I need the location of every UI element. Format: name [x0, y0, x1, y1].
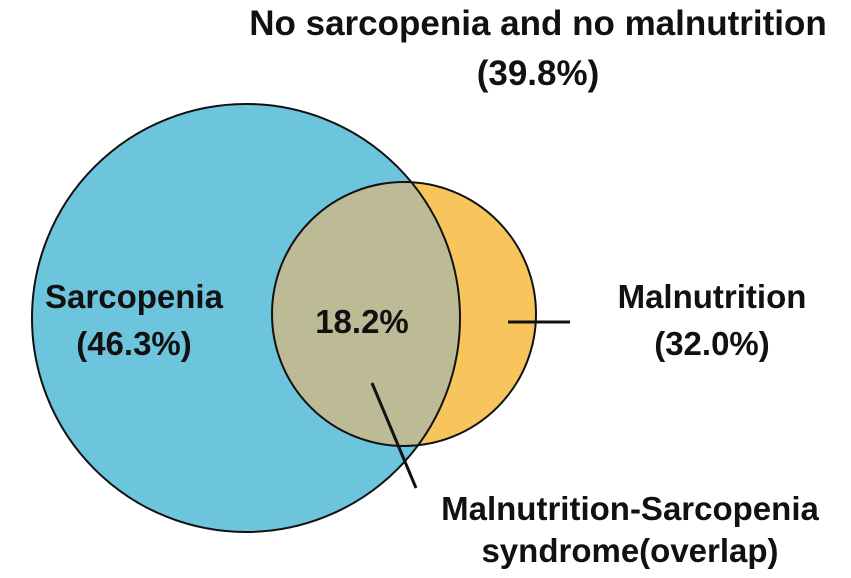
- overlap-percent: 18.2%: [315, 303, 409, 340]
- malnutrition-outline: [271, 181, 537, 447]
- malnutrition-percent: (32.0%): [654, 325, 770, 362]
- title-line-1: No sarcopenia and no malnutrition: [249, 4, 827, 43]
- overlap-callout-line-1: Malnutrition-Sarcopenia: [441, 490, 819, 527]
- sarcopenia-outline: [31, 103, 461, 533]
- overlap-leader-line: [370, 382, 418, 489]
- overlap-callout-line-2: syndrome(overlap): [481, 532, 778, 569]
- overlap-region: [272, 182, 460, 446]
- sarcopenia-percent: (46.3%): [76, 325, 192, 362]
- sarcopenia-label: Sarcopenia: [45, 278, 224, 315]
- title-line-2: (39.8%): [477, 54, 600, 93]
- malnutrition-label: Malnutrition: [618, 278, 807, 315]
